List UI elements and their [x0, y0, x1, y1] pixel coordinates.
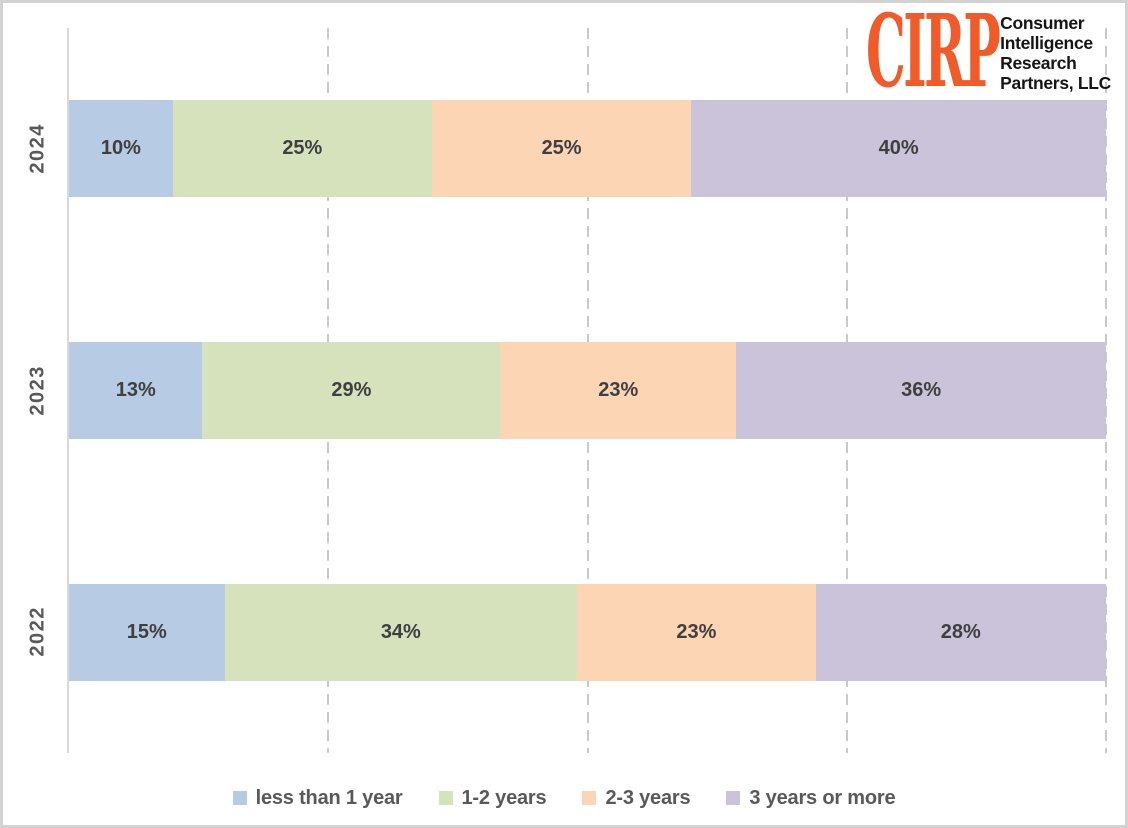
bar-segment-1-2-years-2023: 29%: [202, 341, 501, 439]
y-axis-line: [67, 28, 69, 753]
bar-value-label: 29%: [331, 378, 372, 401]
cirp-wordmark-box: CIRP: [866, 0, 1001, 110]
stacked-bar-2022: 15% 34% 23% 28%: [69, 583, 1106, 681]
bar-segment-2-3-years-2024: 25%: [431, 100, 692, 198]
legend-swatch-icon: [438, 791, 453, 805]
bar-value-label: 13%: [115, 378, 156, 401]
logo-name-line: Research: [1000, 53, 1077, 73]
bar-value-label: 25%: [282, 137, 323, 160]
category-axis-label-2024: 2024: [26, 123, 49, 175]
logo-name-line: Partners, LLC: [1000, 73, 1111, 93]
legend-label: 1-2 years: [461, 786, 547, 809]
logo-name-line: Consumer: [1000, 13, 1085, 33]
bar-segment-less-than-1-year-2024: 10%: [69, 100, 173, 198]
bar-value-label: 23%: [598, 378, 639, 401]
plot-area: 2024 10% 25% 25% 40% 2023 13% 29% 23% 36% 2022 15% 3…: [27, 28, 1107, 753]
gridline-100pct: [1105, 28, 1107, 753]
stacked-bar-2023: 13% 29% 23% 36%: [69, 341, 1106, 439]
bar-segment-less-than-1-year-2023: 13%: [69, 341, 203, 439]
category-axis-label-2023: 2023: [26, 365, 49, 416]
bar-segment-3-years-or-more-2023: 36%: [736, 341, 1106, 439]
bar-value-label: 25%: [541, 137, 582, 160]
legend-item-3-years-or-more: 3 years or more: [726, 786, 896, 810]
category-band-2022: 2022 15% 34% 23% 28%: [27, 511, 1106, 753]
bar-value-label: 28%: [940, 620, 981, 643]
category-band-2024: 2024 10% 25% 25% 40%: [27, 28, 1106, 270]
legend-item-less-than-1-year: less than 1 year: [232, 786, 403, 810]
bar-value-label: 15%: [126, 620, 167, 643]
bar-segment-2-3-years-2022: 23%: [577, 583, 816, 681]
bar-segment-3-years-or-more-2022: 28%: [815, 583, 1106, 681]
legend-label: 3 years or more: [749, 786, 896, 809]
cirp-wordmark: CIRP: [866, 0, 1001, 110]
legend-swatch-icon: [726, 791, 741, 805]
cirp-company-name: Consumer Intelligence Research Partners,…: [1000, 11, 1111, 93]
bar-value-label: 10%: [100, 137, 141, 160]
legend-item-2-3-years: 2-3 years: [582, 786, 691, 810]
bar-value-label: 23%: [676, 620, 717, 643]
legend-label: less than 1 year: [255, 786, 403, 809]
legend-label: 2-3 years: [605, 786, 691, 809]
bar-segment-1-2-years-2024: 25%: [172, 100, 432, 198]
stacked-bar-2024: 10% 25% 25% 40%: [69, 100, 1106, 198]
legend-item-1-2-years: 1-2 years: [438, 786, 547, 810]
legend-swatch-icon: [582, 791, 597, 805]
logo-name-line: Intelligence: [1000, 33, 1093, 53]
bar-segment-3-years-or-more-2024: 40%: [691, 100, 1106, 198]
bar-value-label: 34%: [380, 620, 421, 643]
bar-segment-less-than-1-year-2022: 15%: [69, 583, 225, 681]
cirp-logo: CIRP Consumer Intelligence Research Part…: [866, 0, 1111, 110]
bar-value-label: 40%: [878, 137, 919, 160]
legend: less than 1 year 1-2 years 2-3 years 3 year…: [3, 783, 1125, 813]
legend-swatch-icon: [232, 791, 247, 805]
bar-value-label: 36%: [901, 378, 942, 401]
bar-segment-1-2-years-2022: 34%: [224, 583, 578, 681]
category-axis-label-2022: 2022: [26, 606, 49, 658]
bar-segment-2-3-years-2023: 23%: [500, 341, 737, 439]
category-band-2023: 2023 13% 29% 23% 36%: [27, 270, 1106, 512]
